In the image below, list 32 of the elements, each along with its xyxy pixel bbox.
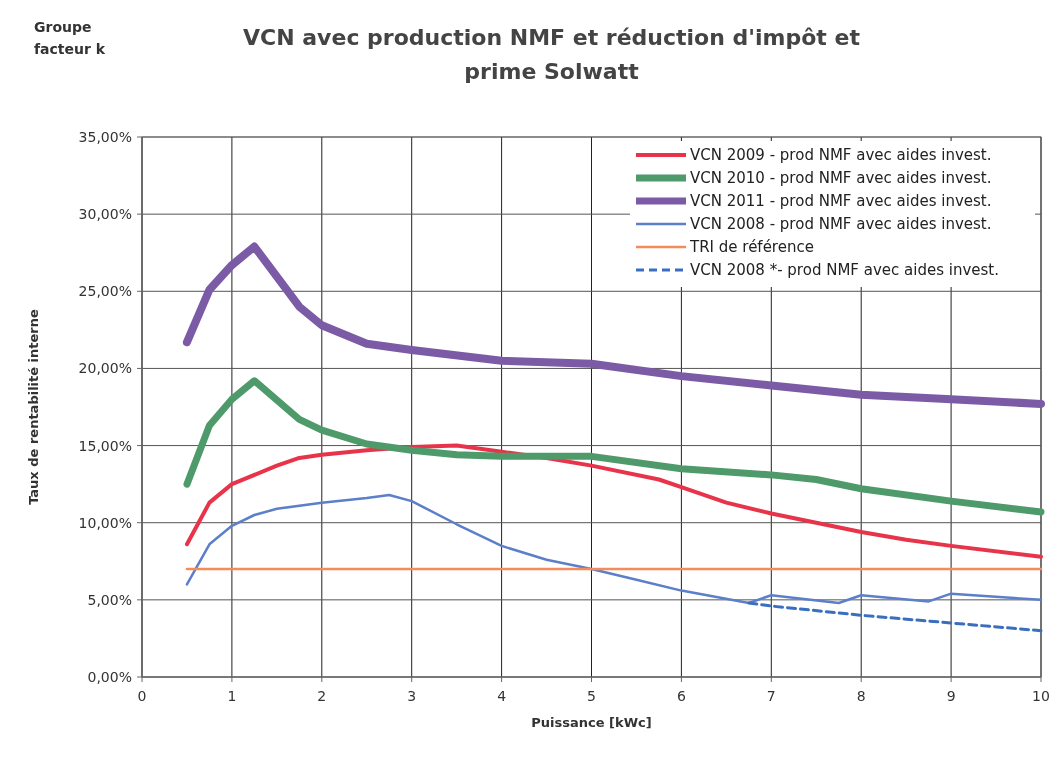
x-tick-label: 2: [317, 688, 327, 704]
line-series: [184, 443, 1043, 559]
legend-label: VCN 2009 - prod NMF avec aides invest.: [690, 146, 992, 164]
x-tick-label: 3: [407, 688, 417, 704]
line-series: [747, 601, 1043, 633]
y-axis-title: Taux de rentabilité interne: [26, 308, 41, 505]
y-tick-label: 15,00%: [78, 437, 132, 454]
legend-label: VCN 2008 *- prod NMF avec aides invest.: [690, 261, 999, 279]
x-tick-label: 4: [497, 688, 507, 704]
line-series: [185, 493, 1043, 605]
x-tick-label: 8: [856, 688, 866, 704]
x-tick-label: 10: [1032, 688, 1050, 704]
y-tick-label: 35,00%: [78, 129, 132, 145]
y-tick-label: 25,00%: [78, 283, 132, 300]
x-tick-label: 0: [137, 688, 147, 704]
legend-label: VCN 2011 - prod NMF avec aides invest.: [690, 192, 992, 210]
text: Groupe facteur k: [34, 19, 106, 57]
x-tick-label: 6: [676, 688, 686, 704]
y-tick-label: 10,00%: [78, 514, 132, 531]
y-tick-label: 0,00%: [87, 669, 132, 685]
x-tick-label: 9: [946, 688, 956, 704]
legend-label: VCN 2010 - prod NMF avec aides invest.: [690, 169, 992, 187]
x-tick-label: 7: [766, 688, 776, 704]
x-tick-label: 5: [587, 688, 596, 704]
legend-label: TRI de référence: [689, 238, 814, 256]
x-axis-title: Puissance [kWc]: [531, 715, 652, 730]
chart-title: VCN avec production NMF et réduction d'impôt et prime Solwatt: [243, 25, 861, 84]
y-tick-label: 30,00%: [78, 206, 132, 223]
y-tick-label: 20,00%: [78, 360, 132, 377]
y-tick-label: 5,00%: [87, 591, 132, 608]
legend-label: VCN 2008 - prod NMF avec aides invest.: [690, 215, 992, 233]
x-tick-label: 1: [227, 688, 237, 704]
